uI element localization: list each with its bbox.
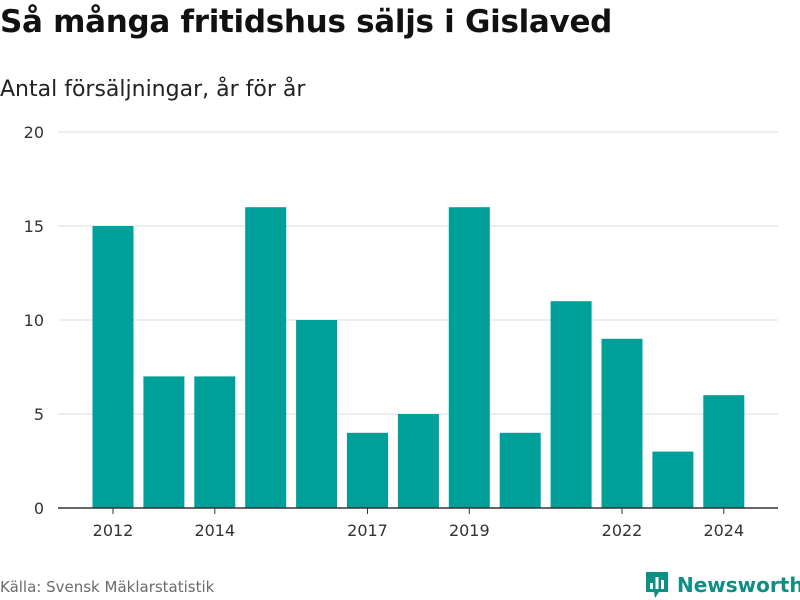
bar-2017 (347, 432, 388, 508)
y-tick-label: 20 (24, 123, 44, 142)
y-tick-label: 15 (24, 217, 44, 236)
y-tick-label: 0 (34, 499, 44, 518)
y-tick-label: 5 (34, 405, 44, 424)
y-axis-labels: 0 5 10 15 20 (24, 123, 44, 518)
bar-2021 (550, 301, 592, 508)
bar-2024 (703, 395, 745, 508)
bar-2022 (601, 338, 643, 508)
bar-2020 (499, 432, 541, 508)
x-tick-label: 2014 (194, 521, 235, 540)
bar-2012 (92, 226, 134, 508)
bar-2014 (194, 376, 236, 508)
x-tick-label: 2024 (703, 521, 744, 540)
bar-chart-logo-icon (646, 572, 668, 598)
x-tick-label: 2022 (602, 521, 643, 540)
bar-chart: 0 5 10 15 20 2012 2014 2017 2019 2022 2024 (24, 123, 778, 540)
chart-title: Så många fritidshus säljs i Gislaved (0, 4, 613, 40)
gridlines (58, 131, 778, 415)
source-note: Källa: Svensk Mäklarstatistik (0, 578, 215, 596)
bars (92, 207, 745, 508)
x-axis-labels: 2012 2014 2017 2019 2022 2024 (93, 508, 744, 540)
y-tick-label: 10 (24, 311, 44, 330)
chart-subtitle: Antal försäljningar, år för år (0, 77, 306, 102)
brand-name: Newsworthy (677, 573, 800, 597)
bar-2016 (296, 320, 338, 508)
brand-logo: Newsworthy (644, 570, 800, 600)
bar-2023 (652, 451, 694, 508)
bar-2015 (245, 207, 287, 508)
bar-2018 (397, 414, 439, 508)
bar-2019 (448, 207, 490, 508)
x-tick-label: 2017 (347, 521, 388, 540)
x-tick-label: 2012 (93, 521, 134, 540)
x-tick-label: 2019 (449, 521, 490, 540)
bar-2013 (143, 376, 185, 508)
